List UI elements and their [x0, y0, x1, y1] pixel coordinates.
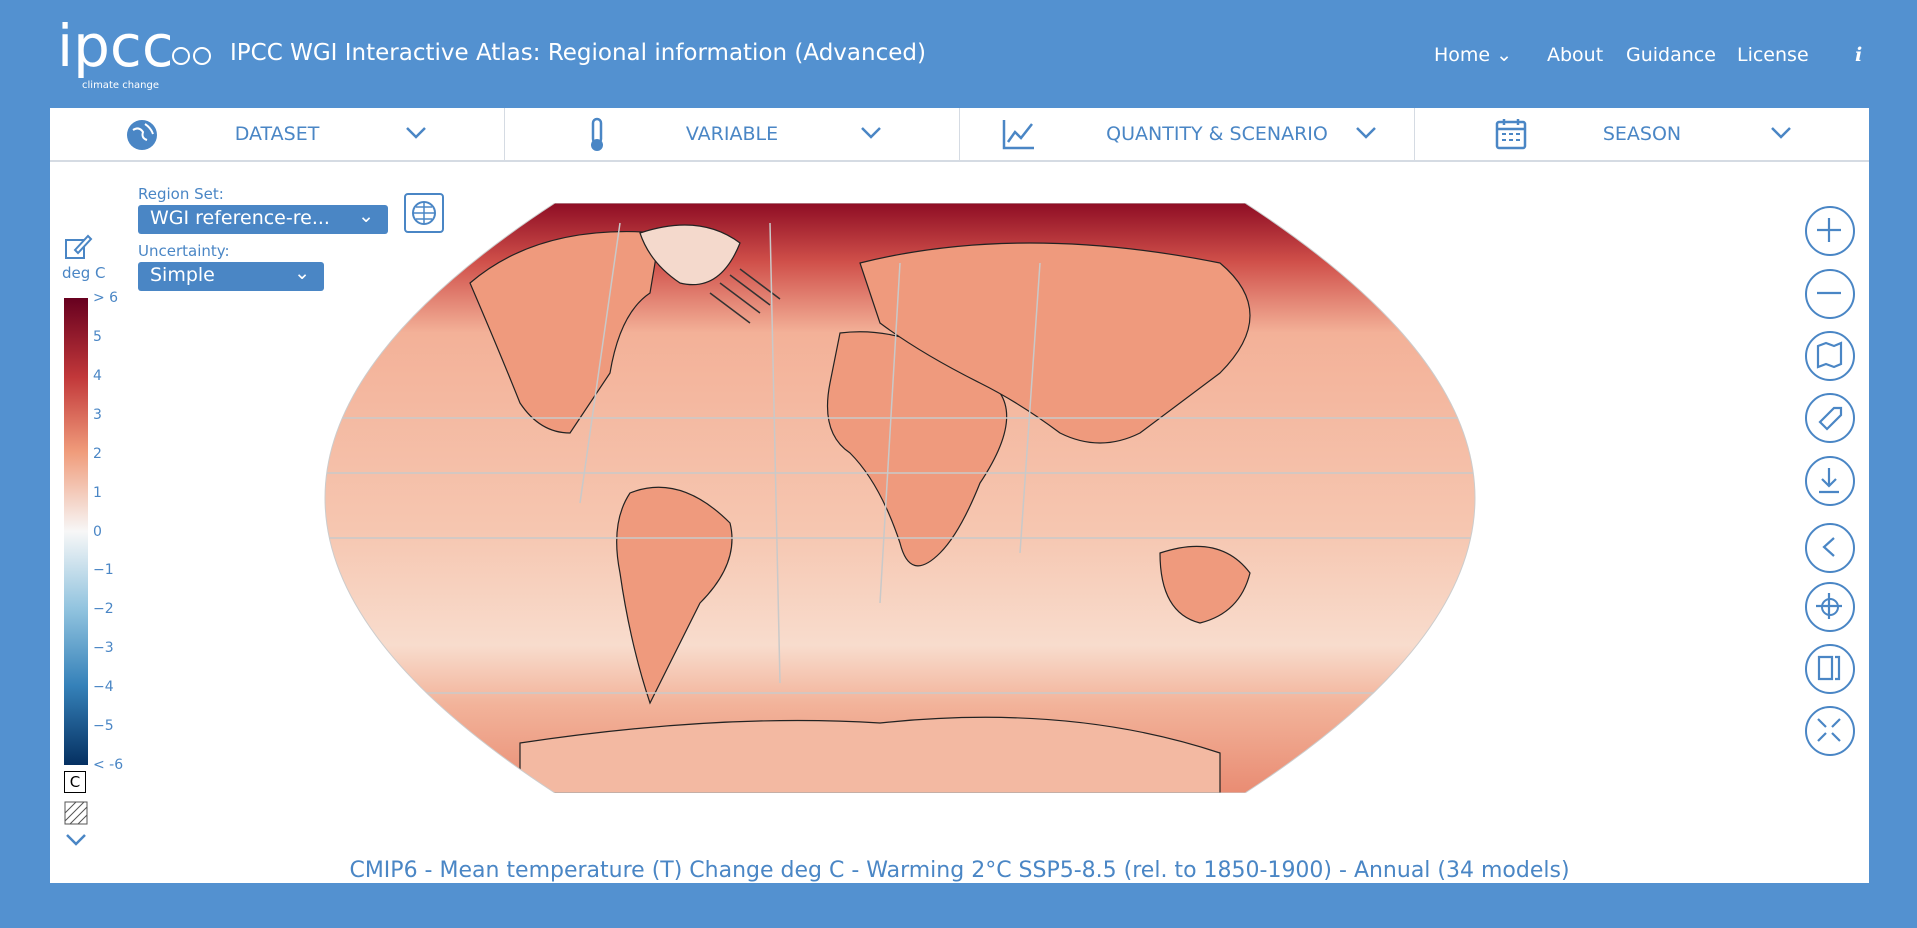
- dataset-menu[interactable]: DATASET: [50, 108, 505, 160]
- chevron: [406, 127, 426, 139]
- nav-guidance[interactable]: Guidance: [1626, 44, 1716, 66]
- region-set-dropdown[interactable]: WGI reference-re... ⌄: [138, 205, 388, 234]
- hatch-key: [64, 801, 88, 825]
- region-globe-button[interactable]: [404, 193, 444, 233]
- legend-label: 1: [93, 484, 102, 501]
- season-menu[interactable]: SEASON: [1415, 108, 1869, 160]
- legend-label: 2: [93, 445, 102, 462]
- partner-logos: [172, 47, 211, 65]
- globe-icon: [412, 201, 436, 225]
- legend-label: 0: [93, 523, 102, 540]
- legend-label: 4: [93, 367, 102, 384]
- world-map[interactable]: [320, 203, 1480, 793]
- logo-text: ipcc: [57, 12, 170, 80]
- map-tool-button[interactable]: [1804, 455, 1856, 507]
- nav-label: Home: [1434, 44, 1491, 66]
- colorbar: [64, 298, 88, 765]
- globe-icon: [127, 120, 157, 150]
- toolbar-label: QUANTITY & SCENARIO: [1106, 123, 1328, 145]
- dropdown-value: Simple: [150, 264, 215, 286]
- edit-legend-icon[interactable]: [63, 232, 93, 262]
- nav-home[interactable]: Home ⌄: [1434, 44, 1513, 66]
- legend-unit: deg C: [62, 264, 106, 282]
- info-button[interactable]: i: [1855, 44, 1863, 66]
- chevron: [1771, 127, 1791, 139]
- region-set-label: Region Set:: [138, 185, 224, 203]
- map-tool-button[interactable]: [1804, 330, 1856, 382]
- map-tool-button[interactable]: [1804, 205, 1856, 257]
- toolbar-label: VARIABLE: [685, 123, 779, 145]
- chevron: [1356, 127, 1376, 139]
- uncertainty-key: C: [64, 771, 86, 793]
- legend-collapse[interactable]: [65, 833, 87, 847]
- map-tool-button[interactable]: [1804, 268, 1856, 320]
- legend-label: > 6: [93, 290, 119, 306]
- toolbar: DATASET VARIABLE QUANTITY & SCENARIO SEA…: [50, 108, 1869, 162]
- thermometer-icon: [591, 117, 603, 151]
- legend-label: −3: [93, 640, 114, 657]
- calendar-icon: [1495, 119, 1527, 150]
- variable-menu[interactable]: VARIABLE: [505, 108, 960, 160]
- legend-label: −2: [93, 601, 114, 618]
- map-tool-button[interactable]: [1804, 522, 1856, 574]
- main-panel: DATASET VARIABLE QUANTITY & SCENARIO SEA…: [50, 108, 1869, 883]
- map-tool-button[interactable]: [1804, 581, 1856, 633]
- legend-label: 5: [93, 328, 102, 345]
- legend-label: −4: [93, 679, 114, 696]
- map-tool-button[interactable]: [1804, 643, 1856, 695]
- ipcc-logo[interactable]: ipcc climate change: [55, 12, 170, 94]
- toolbar-label: SEASON: [1602, 123, 1682, 145]
- legend-label: −5: [93, 718, 114, 735]
- map-caption: CMIP6 - Mean temperature (T) Change deg …: [349, 858, 1570, 883]
- dropdown-value: WGI reference-re...: [150, 207, 330, 229]
- legend-label: −1: [93, 562, 114, 579]
- nav-about[interactable]: About: [1547, 44, 1604, 66]
- uncertainty-dropdown[interactable]: Simple ⌄: [138, 262, 324, 291]
- legend-label: < -6: [93, 757, 124, 773]
- toolbar-label: DATASET: [234, 123, 320, 145]
- app-title: IPCC WGI Interactive Atlas: Regional inf…: [230, 40, 926, 66]
- map-tool-button[interactable]: [1804, 705, 1856, 757]
- quantity-menu[interactable]: QUANTITY & SCENARIO: [960, 108, 1415, 160]
- legend-label: 3: [93, 406, 102, 423]
- uncertainty-label: Uncertainty:: [138, 242, 230, 260]
- logo-subtitle: climate change: [82, 80, 159, 91]
- nav-license[interactable]: License: [1737, 44, 1809, 66]
- chart-icon: [1002, 120, 1034, 150]
- map-tool-button[interactable]: [1804, 392, 1856, 444]
- chevron: [861, 127, 881, 139]
